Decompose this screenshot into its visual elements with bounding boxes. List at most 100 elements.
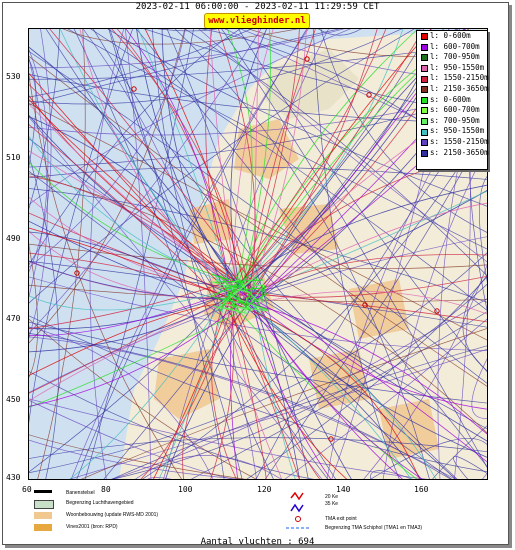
legend-label: s: 2150-3650m (430, 147, 489, 157)
flight-track (69, 348, 487, 479)
flight-track (29, 299, 245, 407)
noise-contour-icon (290, 492, 304, 513)
legend-item: l: 600-700m (417, 42, 487, 53)
legend-swatch (421, 107, 428, 115)
flight-track (247, 202, 487, 296)
flight-track (250, 283, 296, 479)
flight-track (237, 300, 487, 435)
flight-track (184, 29, 487, 277)
flight-track (29, 288, 238, 336)
flight-track (29, 116, 247, 295)
flight-track (174, 29, 430, 479)
flight-track (29, 439, 244, 479)
flight-track (29, 306, 251, 408)
flight-track (242, 29, 307, 308)
flight-track (29, 116, 323, 479)
flight-track (135, 455, 282, 479)
flight-track (242, 29, 271, 283)
flight-track (29, 29, 403, 105)
legend-label: l: 2150-3650m (430, 83, 489, 93)
flight-track (238, 29, 419, 281)
tma-exit-icon (295, 516, 301, 522)
tma-border-icon (286, 527, 310, 529)
legend-item: l: 1550-2150m (417, 73, 489, 84)
flight-track (209, 29, 238, 289)
flight-track (252, 29, 260, 306)
flight-track (229, 29, 387, 285)
flight-track (244, 300, 457, 479)
flight-track (211, 281, 253, 294)
legend-label: l: 700-950m (430, 52, 480, 62)
flight-track (116, 29, 242, 301)
flight-track (29, 29, 52, 273)
flight-track (29, 291, 251, 402)
flight-track (165, 307, 252, 479)
flight-track (29, 173, 487, 434)
flight-track (191, 311, 487, 479)
page-title: 2023-02-11 06:00:00 - 2023-02-11 11:29:5… (135, 2, 380, 12)
flight-track (90, 29, 487, 311)
flight-track (29, 282, 225, 330)
flight-track (124, 29, 152, 479)
flight-track (69, 284, 235, 479)
flight-track (29, 29, 262, 334)
flight-track (212, 274, 230, 281)
flight-track (29, 135, 241, 289)
flight-track (236, 29, 404, 291)
flight-track (243, 29, 300, 304)
tma-exit-point (328, 436, 334, 442)
flight-track (263, 285, 267, 303)
tma-exit-label: TMA exit point (325, 516, 357, 522)
flight-track (29, 73, 182, 479)
flight-track (109, 29, 225, 479)
flight-track (246, 276, 487, 479)
tma-border-label: Begrenzing TMA Schiphol (TMA1 en TMA3) (325, 525, 423, 531)
tma-exit-point (366, 92, 372, 98)
flight-track (29, 29, 341, 106)
flight-track (29, 29, 345, 69)
flight-track (125, 29, 231, 291)
legend-label: s: 1550-2150m (430, 136, 489, 146)
airport-border-label: Begrenzing Luchthavengebied (66, 500, 134, 506)
flight-track (29, 29, 186, 268)
flight-track (29, 29, 186, 344)
x-tick-label: 80 (101, 485, 111, 494)
residential-swatch (34, 512, 52, 519)
flight-track (226, 303, 253, 312)
flight-track (81, 328, 487, 479)
flight-track-map[interactable] (28, 28, 488, 480)
flight-track (284, 318, 487, 479)
flight-track (62, 29, 299, 45)
flight-track (226, 29, 253, 284)
tma-exit-point (434, 308, 440, 314)
y-tick-label: 530 (6, 72, 21, 81)
flight-track (370, 470, 413, 479)
tma-exit-point (74, 270, 80, 276)
flight-track (29, 170, 453, 479)
flight-track (137, 29, 232, 291)
flight-track (237, 306, 269, 312)
flight-track (245, 276, 258, 305)
flight-track (29, 46, 243, 292)
legend-item: s: 700-950m (417, 116, 487, 127)
flight-track (252, 293, 423, 479)
kw20-label: 20 Ke (325, 494, 339, 500)
flight-track (73, 29, 243, 479)
flight-track (232, 298, 237, 312)
flight-track (221, 29, 487, 468)
flight-track (216, 276, 256, 310)
flight-track (236, 290, 487, 463)
legend-item: s: 1550-2150m (417, 136, 489, 148)
flight-track (247, 280, 352, 479)
flight-track (317, 29, 362, 36)
flight-track (230, 29, 268, 288)
flight-track (217, 29, 256, 309)
legend-label: l: 600-700m (430, 41, 480, 51)
flight-track (482, 472, 487, 479)
airport-border-swatch (34, 500, 54, 509)
kw35-label: 35 Ke (325, 501, 339, 507)
flight-track (261, 284, 263, 303)
legend-item: s: 2150-3650m (417, 147, 489, 159)
url-badge[interactable]: www.vlieghinder.nl (204, 13, 310, 29)
vinex-swatch (34, 524, 52, 531)
